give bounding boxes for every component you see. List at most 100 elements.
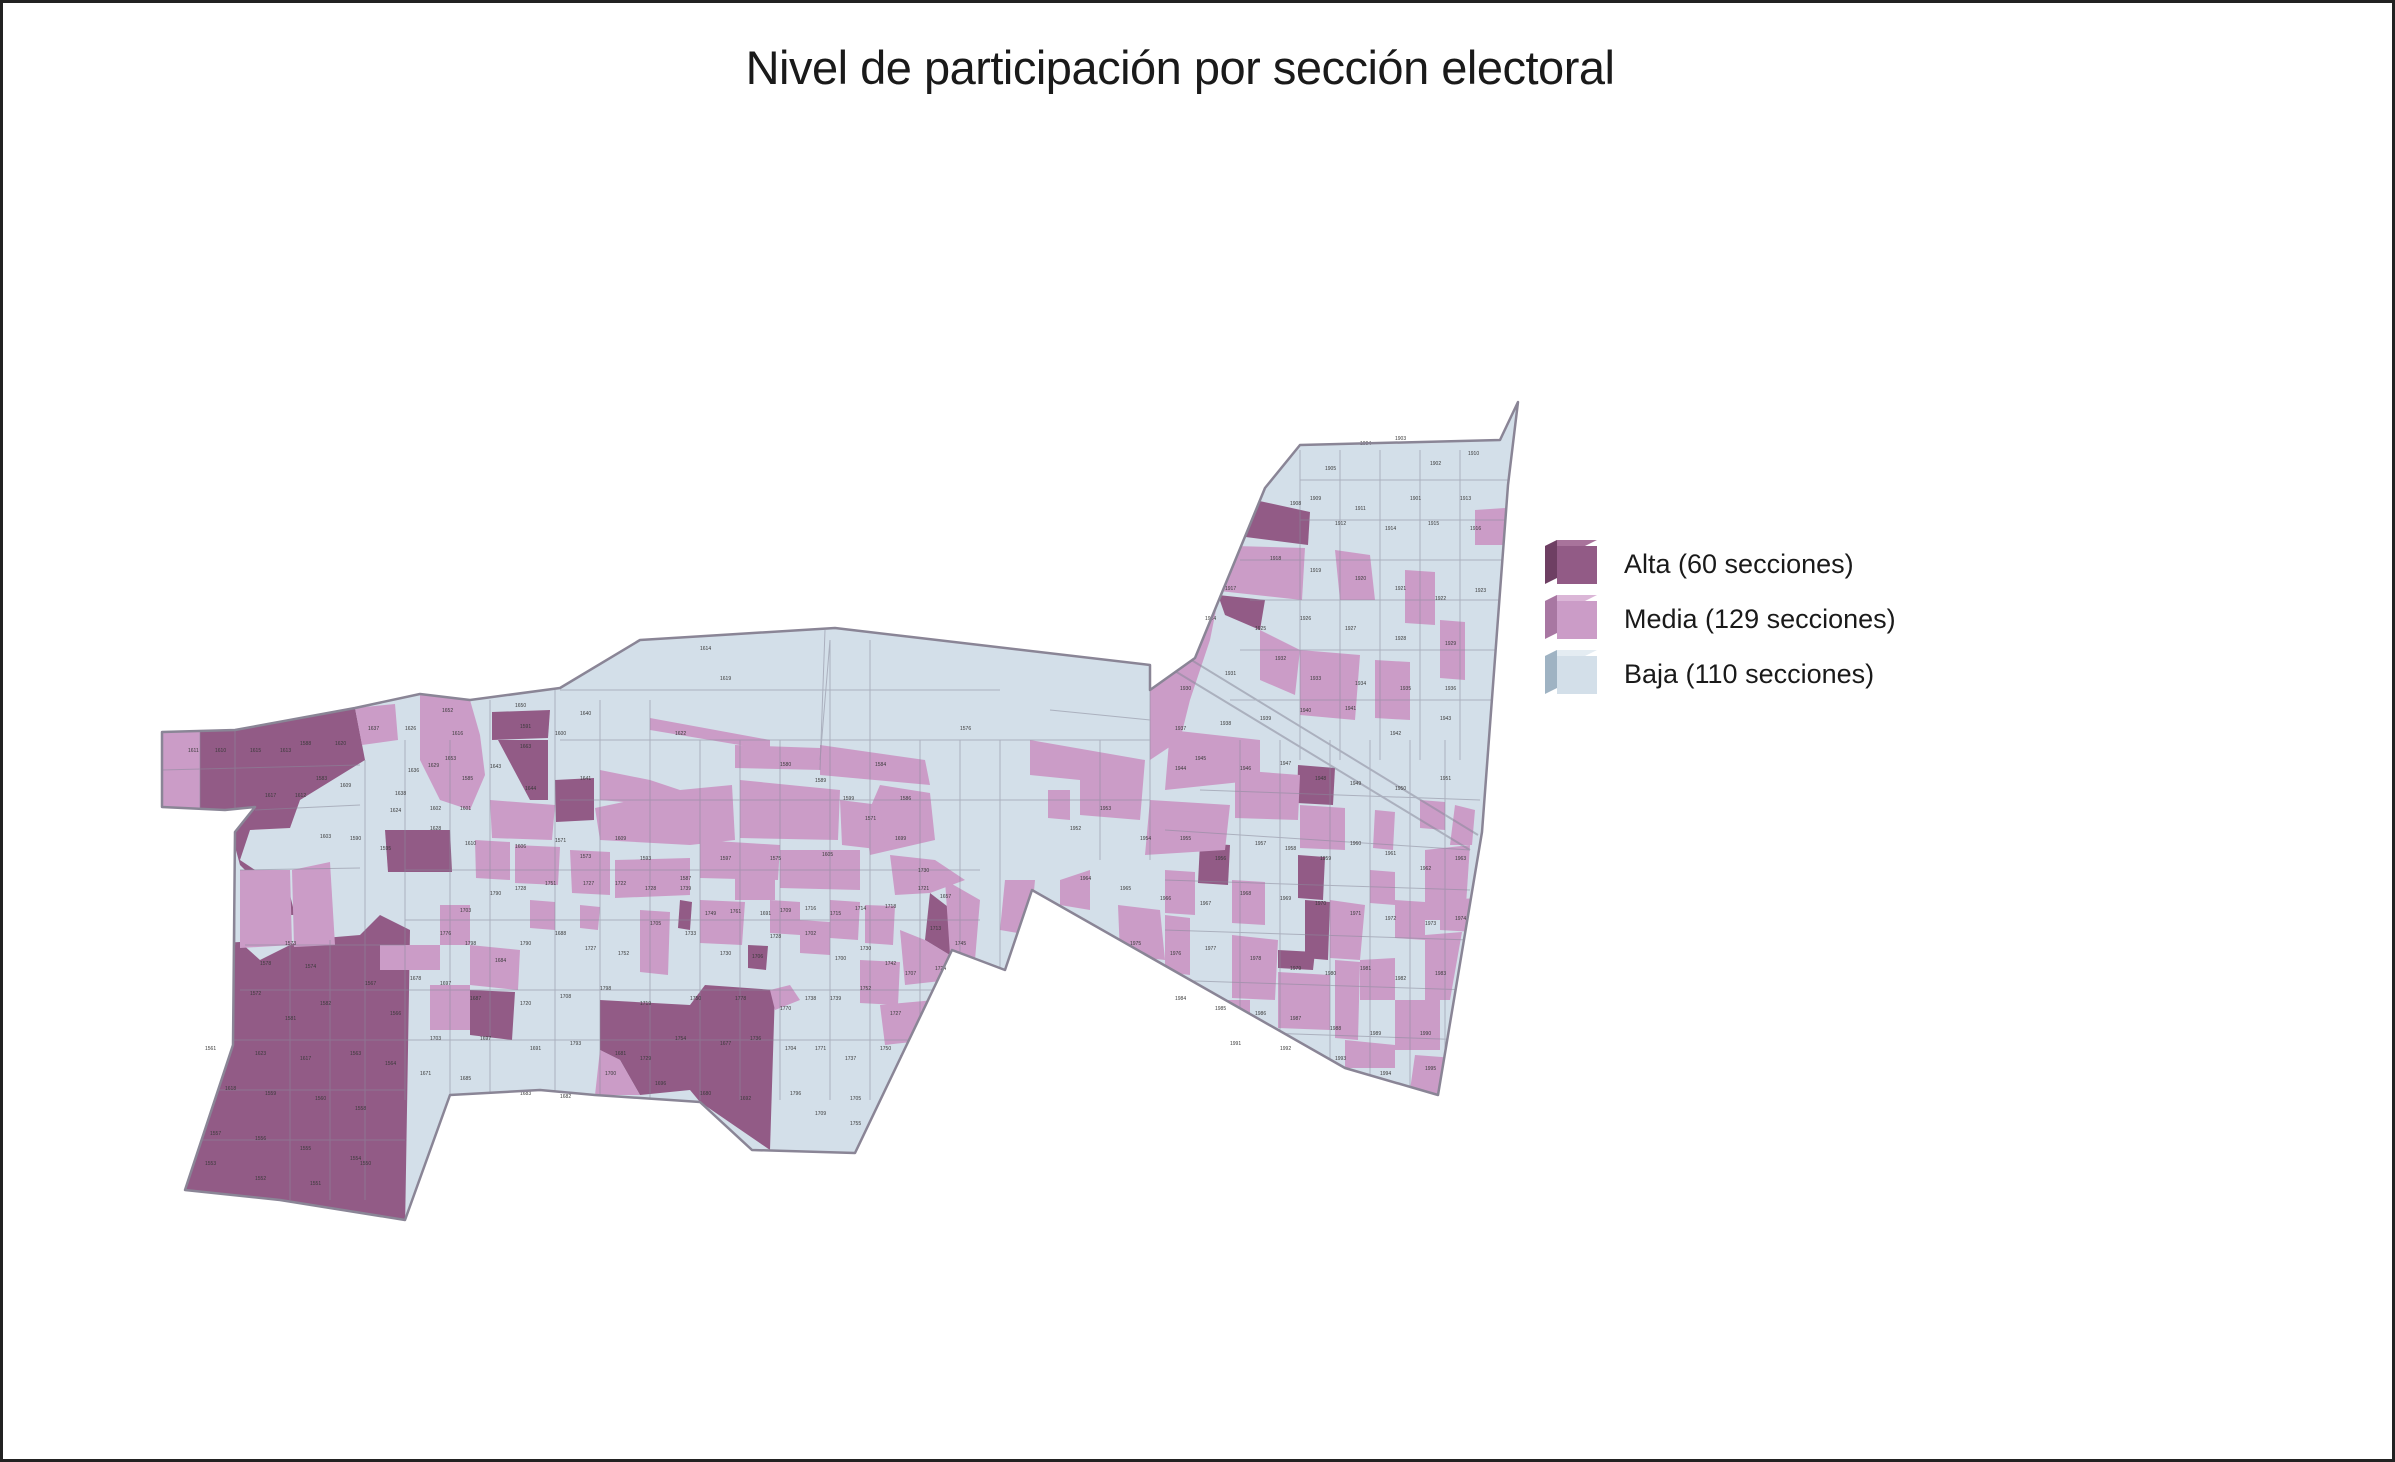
svg-text:1708: 1708 bbox=[560, 994, 571, 1000]
section-region-media-77 bbox=[1373, 810, 1395, 850]
svg-text:1653: 1653 bbox=[445, 756, 456, 762]
svg-text:1964: 1964 bbox=[1080, 876, 1091, 882]
svg-text:1638: 1638 bbox=[395, 791, 406, 797]
svg-text:1905: 1905 bbox=[1325, 466, 1336, 472]
svg-text:1700: 1700 bbox=[835, 956, 846, 962]
legend-label-alta: Alta (60 secciones) bbox=[1624, 549, 1854, 579]
svg-text:1933: 1933 bbox=[1310, 676, 1321, 682]
svg-text:1949: 1949 bbox=[1350, 781, 1361, 787]
svg-text:1718: 1718 bbox=[885, 904, 896, 910]
svg-text:1739: 1739 bbox=[680, 886, 691, 892]
svg-text:1606: 1606 bbox=[515, 844, 526, 850]
svg-text:1720: 1720 bbox=[520, 1001, 531, 1007]
section-region-media-50 bbox=[1200, 545, 1305, 600]
svg-text:1979: 1979 bbox=[1290, 966, 1301, 972]
section-region-media-84 bbox=[1095, 1030, 1175, 1080]
swatch-side bbox=[1545, 650, 1557, 694]
svg-text:1593: 1593 bbox=[640, 856, 651, 862]
section-region-media-27 bbox=[700, 900, 745, 945]
svg-text:1700: 1700 bbox=[605, 1071, 616, 1077]
svg-text:1556: 1556 bbox=[255, 1136, 266, 1142]
svg-text:1626: 1626 bbox=[405, 726, 416, 732]
svg-text:1771: 1771 bbox=[815, 1046, 826, 1052]
svg-text:1722: 1722 bbox=[615, 881, 626, 887]
svg-text:1640: 1640 bbox=[580, 711, 591, 717]
svg-text:1911: 1911 bbox=[1355, 506, 1366, 512]
svg-text:1702: 1702 bbox=[805, 931, 816, 937]
svg-text:1946: 1946 bbox=[1240, 766, 1251, 772]
svg-text:1955: 1955 bbox=[1180, 836, 1191, 842]
svg-text:1770: 1770 bbox=[780, 1006, 791, 1012]
svg-text:1657: 1657 bbox=[940, 894, 951, 900]
svg-text:1751: 1751 bbox=[545, 881, 556, 887]
svg-text:1572: 1572 bbox=[250, 991, 261, 997]
svg-text:1992: 1992 bbox=[1280, 1046, 1291, 1052]
svg-text:1580: 1580 bbox=[780, 762, 791, 768]
section-region-alta-13 bbox=[1305, 900, 1330, 960]
svg-text:1988: 1988 bbox=[1330, 1026, 1341, 1032]
section-region-alta-1 bbox=[385, 830, 452, 872]
svg-text:1745: 1745 bbox=[955, 941, 966, 947]
svg-text:1980: 1980 bbox=[1325, 971, 1336, 977]
svg-text:1581: 1581 bbox=[285, 1016, 296, 1022]
svg-text:1962: 1962 bbox=[1420, 866, 1431, 872]
svg-text:1987: 1987 bbox=[1290, 1016, 1301, 1022]
svg-text:1602: 1602 bbox=[430, 806, 441, 812]
svg-text:1742: 1742 bbox=[885, 961, 896, 967]
svg-text:1798: 1798 bbox=[600, 986, 611, 992]
svg-text:1969: 1969 bbox=[1280, 896, 1291, 902]
svg-text:1982: 1982 bbox=[1395, 976, 1406, 982]
svg-text:1941: 1941 bbox=[1345, 706, 1356, 712]
svg-text:1564: 1564 bbox=[385, 1061, 396, 1067]
swatch-top bbox=[1545, 595, 1597, 601]
svg-text:1687: 1687 bbox=[470, 996, 481, 1002]
svg-text:1650: 1650 bbox=[515, 703, 526, 709]
svg-text:1755: 1755 bbox=[850, 1121, 861, 1127]
section-region-media-67 bbox=[1278, 972, 1330, 1030]
section-region-media-36 bbox=[770, 985, 800, 1010]
svg-text:1752: 1752 bbox=[860, 986, 871, 992]
section-region-media-63 bbox=[1232, 880, 1265, 925]
svg-text:1790: 1790 bbox=[490, 891, 501, 897]
svg-text:1728: 1728 bbox=[770, 934, 781, 940]
svg-text:1917: 1917 bbox=[1225, 586, 1236, 592]
svg-text:1974: 1974 bbox=[1455, 916, 1466, 922]
svg-text:1703: 1703 bbox=[460, 908, 471, 914]
section-region-media-4 bbox=[355, 704, 398, 745]
section-region-media-31 bbox=[865, 905, 895, 945]
svg-text:1715: 1715 bbox=[830, 911, 841, 917]
section-region-media-82 bbox=[1060, 960, 1110, 1000]
svg-text:1931: 1931 bbox=[1225, 671, 1236, 677]
section-region-media-9 bbox=[615, 858, 690, 898]
svg-text:1573: 1573 bbox=[580, 854, 591, 860]
svg-text:1970: 1970 bbox=[1315, 901, 1326, 907]
section-region-media-83 bbox=[1128, 990, 1160, 1020]
svg-text:1939: 1939 bbox=[1260, 716, 1271, 722]
svg-text:1932: 1932 bbox=[1275, 656, 1286, 662]
svg-text:1601: 1601 bbox=[460, 806, 471, 812]
svg-text:1719: 1719 bbox=[640, 1001, 651, 1007]
svg-text:1957: 1957 bbox=[1255, 841, 1266, 847]
swatch-face bbox=[1557, 546, 1597, 584]
svg-text:1609: 1609 bbox=[615, 836, 626, 842]
legend-item-alta: Alta (60 secciones) bbox=[1545, 540, 1965, 590]
svg-text:1913: 1913 bbox=[1460, 496, 1471, 502]
section-region-media-46 bbox=[1035, 905, 1060, 930]
map-regions bbox=[162, 402, 1518, 1220]
svg-text:1652: 1652 bbox=[442, 708, 453, 714]
svg-text:1983: 1983 bbox=[1435, 971, 1446, 977]
svg-text:1622: 1622 bbox=[675, 731, 686, 737]
svg-text:1950: 1950 bbox=[1395, 786, 1406, 792]
section-region-media-21 bbox=[515, 845, 560, 885]
section-region-media-65 bbox=[1165, 915, 1190, 975]
svg-text:1714: 1714 bbox=[855, 906, 866, 912]
section-region-media-62 bbox=[1165, 870, 1195, 915]
svg-text:1967: 1967 bbox=[1200, 901, 1211, 907]
svg-text:1793: 1793 bbox=[570, 1041, 581, 1047]
svg-text:1591: 1591 bbox=[520, 724, 531, 730]
section-region-media-66 bbox=[1232, 935, 1278, 1000]
svg-text:1749: 1749 bbox=[705, 911, 716, 917]
svg-text:1590: 1590 bbox=[350, 836, 361, 842]
svg-text:1935: 1935 bbox=[1400, 686, 1411, 692]
section-region-alta-6 bbox=[678, 900, 692, 930]
